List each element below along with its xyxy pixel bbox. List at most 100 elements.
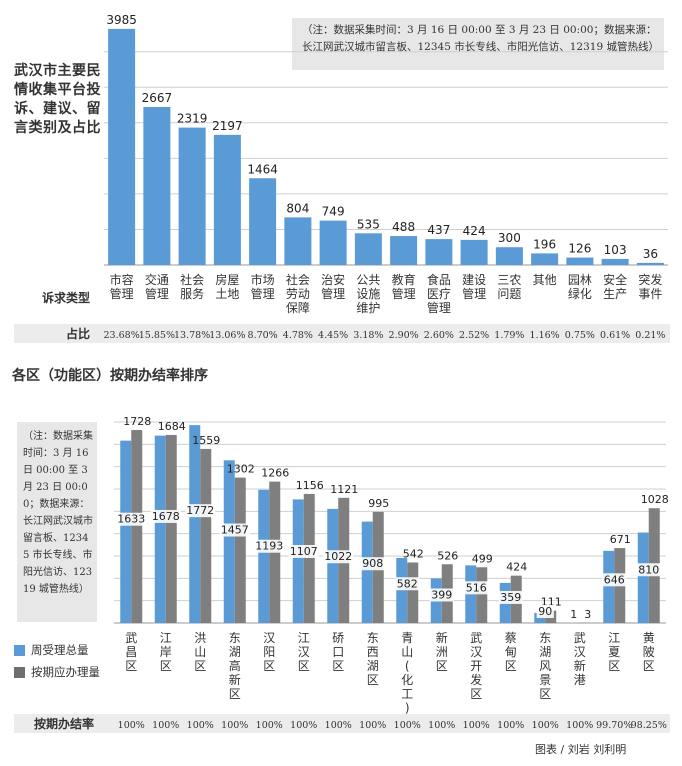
chart1-note: （注：数据采集时间：3 月 16 日 00:00 至 3 月 23 日 00:0… [292,18,664,70]
chart2-bar-received [396,558,408,623]
chart2-value-label-due: 1156 [296,479,324,492]
chart2-value-label-due: 499 [472,552,493,565]
chart2-category-label: 江 [608,631,620,645]
chart2-value-label-received: 1633 [117,513,145,526]
chart2-value-label-bg [636,563,661,577]
chart1-category-label: 管理 [145,286,169,301]
chart2-category-label: 阳 [263,645,275,659]
chart2-category-label: 陂 [643,644,655,659]
chart1-share-label: 0.75% [565,330,595,341]
chart1-value-label: 126 [568,242,591,256]
chart2-value-label-bg [116,512,147,526]
chart1-bar [495,247,523,265]
chart2-category-label: 汉 [298,645,310,659]
chart1-value-label: 424 [463,224,486,238]
chart2-category-label: 青 [401,631,413,645]
chart1-category-label: 事件 [638,287,662,301]
chart2-rate-label: 100% [566,720,593,731]
chart1-category-label: 建设 [462,273,486,287]
chart2-category-label: 岸 [160,645,172,659]
chart2-value-label-received: 582 [397,577,418,590]
chart2-value-label-bg [254,539,285,553]
chart1-bar [108,28,136,266]
chart1-bar [566,257,594,265]
chart2-rate-label: 100% [394,720,421,731]
chart1-bar [601,258,629,265]
chart1-category-label: 园林 [568,273,592,287]
chart2-value-label-received: 1193 [255,540,283,553]
chart1-category-label: 三农 [497,273,521,287]
chart2-rate-label: 100% [256,720,283,731]
chart2-category-label: 区 [470,687,482,701]
chart2-rate-label: 100% [428,720,455,731]
chart2-category-label: 开 [470,659,482,673]
chart1-category-row-label: 诉求类型 [42,290,90,305]
chart2-bar-due [407,562,419,623]
chart2-category-label: 汉 [574,645,586,659]
chart1-bar [213,134,241,265]
chart2-value-label-bg [498,590,523,604]
chart2-category-label: 区 [608,659,620,673]
chart1-value-label: 103 [604,243,627,257]
chart2-category-label: 甸 [505,645,517,659]
chart2-bar-received [223,460,235,623]
chart2-value-label-due: 671 [610,533,631,546]
chart2-bar-due [200,448,212,623]
chart2-category-label: 新 [574,658,586,673]
chart1-category-label: 管理 [462,286,486,301]
chart1-share-label: 2.90% [389,330,419,341]
chart2-value-label-received: 1107 [290,545,318,558]
chart1-share-label: 0.21% [635,330,665,341]
chart2-category-label: 区 [263,659,275,673]
chart2-category-label: 江 [160,631,172,645]
chart2-rate-label: 100% [118,720,145,731]
chart2-rate-row-bg [14,714,670,733]
chart2-value-label-received: 516 [466,581,487,594]
chart1-share-row-bg [14,324,670,343]
chart1-value-label: 804 [286,201,309,215]
chart1-category-label: 交通 [145,272,169,287]
legend-item-received: 周受理总量 [14,642,89,658]
chart1-share-label: 1.79% [494,330,524,341]
chart1-bar [143,106,171,265]
chart2-category-label: 区 [436,659,448,673]
chart1-category-label: 治安 [321,272,345,287]
chart1-category-label: 生产 [603,287,627,301]
chart2-value-label-bg [360,557,385,571]
legend-label-received: 周受理总量 [31,643,89,657]
chart2-value-label-received: 1 [570,608,577,621]
legend-item-due: 按期应办理量 [14,664,100,680]
chart2-value-label-received: 810 [638,563,659,576]
chart1-category-label: 医疗 [427,287,451,301]
chart2-category-label: 湖 [367,658,379,673]
chart1-share-label: 15.85% [139,330,175,341]
chart2-category-label: 硚 [332,631,344,645]
chart1-category-label: 房屋 [215,272,239,287]
legend-swatch-received [14,644,25,656]
chart2-value-label-due: 1266 [261,467,289,480]
chart2-rate-label: 100% [187,720,214,731]
chart2-value-label-due: 542 [403,547,424,560]
chart2-rate-label: 100% [290,720,317,731]
chart2-category-label: 港 [574,673,586,687]
chart2-bar-received [361,521,373,623]
chart1-share-label: 0.61% [600,330,630,341]
chart2-bar-received [258,489,270,623]
chart1-share-label: 2.60% [424,330,454,341]
chart2-category-label: 江 [298,631,310,645]
chart1-value-label: 36 [643,247,658,261]
chart1-category-label: 管理 [392,286,416,301]
chart1-value-label: 2667 [142,91,173,105]
chart2-category-label: 口 [332,645,344,659]
chart2-value-label-received: 646 [604,573,625,586]
chart1-category-label: 服务 [180,286,204,301]
chart2-category-label: 区 [229,687,241,701]
chart1-value-label: 3985 [106,13,137,27]
chart1-share-label: 1.16% [530,330,560,341]
chart2-value-label-due: 1728 [123,415,151,428]
chart2-category-label: 洲 [436,645,448,659]
chart2-value-label-due: 1684 [158,420,186,433]
chart2-bar-received [637,532,649,623]
chart2-category-label: 东 [367,631,379,645]
